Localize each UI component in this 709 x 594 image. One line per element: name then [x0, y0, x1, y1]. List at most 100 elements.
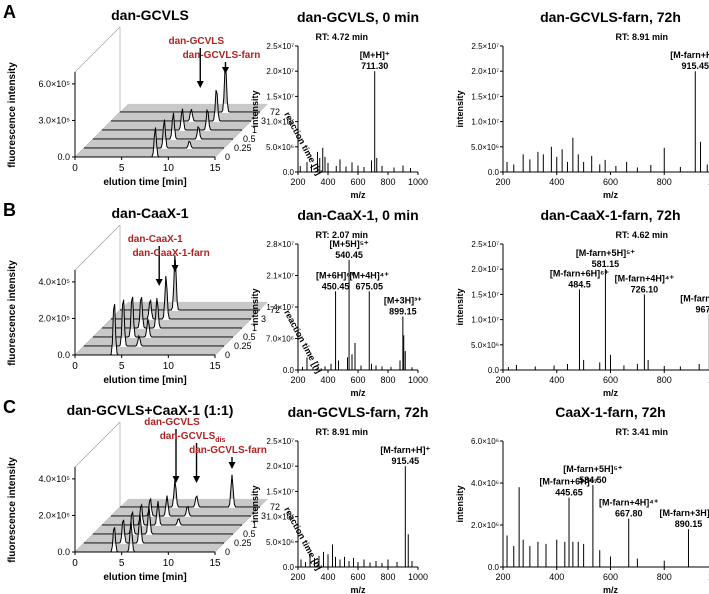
x-axis-label: m/z: [603, 585, 619, 594]
y-tick-label: 4.0×10⁵: [38, 277, 70, 287]
retention-time: RT: 8.91 min: [315, 427, 368, 437]
reaction-time-tick: 1: [252, 520, 257, 530]
x-axis-label: elution time [min]: [103, 375, 186, 386]
mass-spectrum: 200 400 600 800 1000 0.0 2.0×10⁶ 4.0×10⁶ 6.0×10⁶…: [455, 404, 709, 594]
x-tick-label: 0: [72, 361, 78, 372]
peak-label: dan-CaaX-1-farn: [132, 248, 209, 259]
x-tick-label: 200: [495, 375, 510, 385]
x-axis-label: m/z: [603, 190, 619, 200]
arrow-head: [193, 476, 201, 483]
x-tick-label: 800: [657, 375, 672, 385]
reaction-time-tick: 3: [261, 511, 266, 521]
reaction-time-tick: 0.25: [234, 341, 252, 351]
y-tick-label: 2.0×10⁶: [471, 521, 499, 530]
x-tick-label: 600: [350, 375, 365, 385]
ion-annotation: [M+5H]⁵⁺: [329, 239, 368, 249]
x-tick-label: 400: [320, 375, 335, 385]
mz-annotation: 534.50: [579, 475, 607, 485]
x-tick-label: 400: [549, 375, 564, 385]
x-axis-label: elution time [min]: [103, 572, 186, 583]
x-tick-label: 600: [603, 375, 618, 385]
reaction-time-tick: 72: [270, 305, 280, 315]
trace-fill: [102, 108, 251, 130]
chromatogram-trace: [84, 514, 224, 544]
chromatogram-trace: [84, 299, 224, 347]
x-tick-label: 800: [380, 375, 395, 385]
chromatogram-trace: [120, 255, 260, 311]
x-tick-label: 400: [549, 177, 564, 187]
trace-fill: [84, 119, 233, 148]
waterfall-chart: 72 310.50.25 0 0 5 10 15 0.0 2.0×10⁵ 4.0×10⁵ eluti…: [7, 205, 324, 386]
mz-annotation: 667.80: [615, 509, 643, 519]
reaction-time-tick: 0: [225, 547, 230, 557]
x-tick-label: 10: [163, 361, 175, 372]
trace-fill: [120, 474, 269, 507]
x-tick-label: 1000: [408, 375, 428, 385]
trace-fill: [75, 127, 224, 157]
retention-time: RT: 8.91 min: [615, 32, 668, 42]
y-tick-label: 1.5×10⁷: [266, 487, 294, 496]
ion-annotation: [M-farn+4H]⁴⁺: [599, 498, 659, 508]
y-tick-label: 1.0×10⁷: [471, 118, 499, 127]
mass-spectrum: 200 400 600 800 1000 0.0 7.0×10⁶ 1.4×10⁷ 2.1×10⁷…: [250, 207, 428, 398]
y-axis-label: intensity: [250, 90, 260, 127]
trace-fill: [111, 275, 260, 319]
reaction-time-tick: 0: [225, 152, 230, 162]
y-tick-label: 5.0×10⁶: [266, 538, 294, 547]
y-tick-label: 1.5×10⁷: [471, 290, 499, 299]
y-tick-label: 2.5×10⁷: [471, 240, 499, 249]
x-tick-label: 800: [380, 572, 395, 582]
x-tick-label: 10: [163, 558, 175, 569]
x-axis-label: m/z: [350, 585, 366, 594]
x-tick-label: 400: [320, 177, 335, 187]
y-tick-label: 0.0: [488, 366, 500, 375]
x-tick-label: 200: [290, 177, 305, 187]
y-tick-label: 2.0×10⁵: [38, 510, 70, 520]
x-tick-label: 200: [495, 177, 510, 187]
y-axis-label: intensity: [455, 485, 465, 522]
x-tick-label: 0: [72, 163, 78, 174]
x-axis-label: elution time [min]: [103, 177, 186, 188]
ion-annotation: [M-farn+H]⁺: [380, 445, 430, 455]
y-axis-label: intensity: [455, 288, 465, 325]
y-tick-label: 0.0: [57, 350, 70, 360]
chart-title: dan-CaaX-1: [111, 205, 188, 221]
chromatogram-trace: [93, 506, 233, 535]
reaction-time-tick: 0.5: [243, 332, 256, 342]
mz-annotation: 675.05: [355, 281, 383, 291]
reaction-time-tick: 0.5: [243, 134, 256, 144]
y-tick-label: 2.5×10⁷: [471, 42, 499, 51]
x-tick-label: 10: [163, 163, 175, 174]
y-tick-label: 1.5×10⁷: [471, 92, 499, 101]
reaction-time-tick: 0.25: [234, 538, 252, 548]
y-tick-label: 6.0×10⁶: [471, 437, 499, 446]
ion-annotation: [M-farn+H]⁺: [670, 50, 709, 60]
chromatogram-trace: [120, 67, 260, 113]
retention-time: RT: 3.41 min: [615, 427, 668, 437]
y-tick-label: 2.0×10⁷: [471, 67, 499, 76]
y-tick-label: 6.0×10⁵: [38, 79, 70, 89]
reaction-time-tick: 1: [252, 323, 257, 333]
y-tick-label: 4.0×10⁵: [38, 474, 70, 484]
x-tick-label: 800: [657, 177, 672, 187]
waterfall-chart: 72 310.50.25 0 0 5 10 15 0.0 2.0×10⁵ 4.0×10⁵ eluti…: [7, 402, 324, 583]
spectrum-title: dan-CaaX-1, 0 min: [297, 207, 418, 223]
spectrum-title: dan-GCVLS-farn, 72h: [540, 9, 681, 25]
y-tick-label: 0.0: [57, 547, 70, 557]
x-axis-label: m/z: [350, 190, 366, 200]
mz-annotation: 445.65: [555, 488, 583, 498]
x-tick-label: 600: [350, 177, 365, 187]
y-tick-label: 2.1×10⁷: [266, 272, 294, 281]
y-tick-label: 2.5×10⁷: [266, 42, 294, 51]
mz-annotation: 450.45: [322, 281, 350, 291]
mass-spectrum: 200 400 600 800 1000 0.0 5.0×10⁶ 1.0×10⁷ 1.5×10⁷…: [455, 207, 709, 398]
retention-time: RT: 2.07 min: [315, 230, 368, 240]
spectrum-title: CaaX-1-farn, 72h: [555, 404, 665, 420]
x-axis-label: m/z: [350, 388, 366, 398]
ion-annotation: [M-farn+3H]³⁺: [659, 508, 709, 518]
trace-fill: [93, 112, 242, 139]
y-tick-label: 0.0: [283, 563, 295, 572]
mz-annotation: 915.45: [682, 61, 709, 71]
x-tick-label: 5: [119, 163, 125, 174]
